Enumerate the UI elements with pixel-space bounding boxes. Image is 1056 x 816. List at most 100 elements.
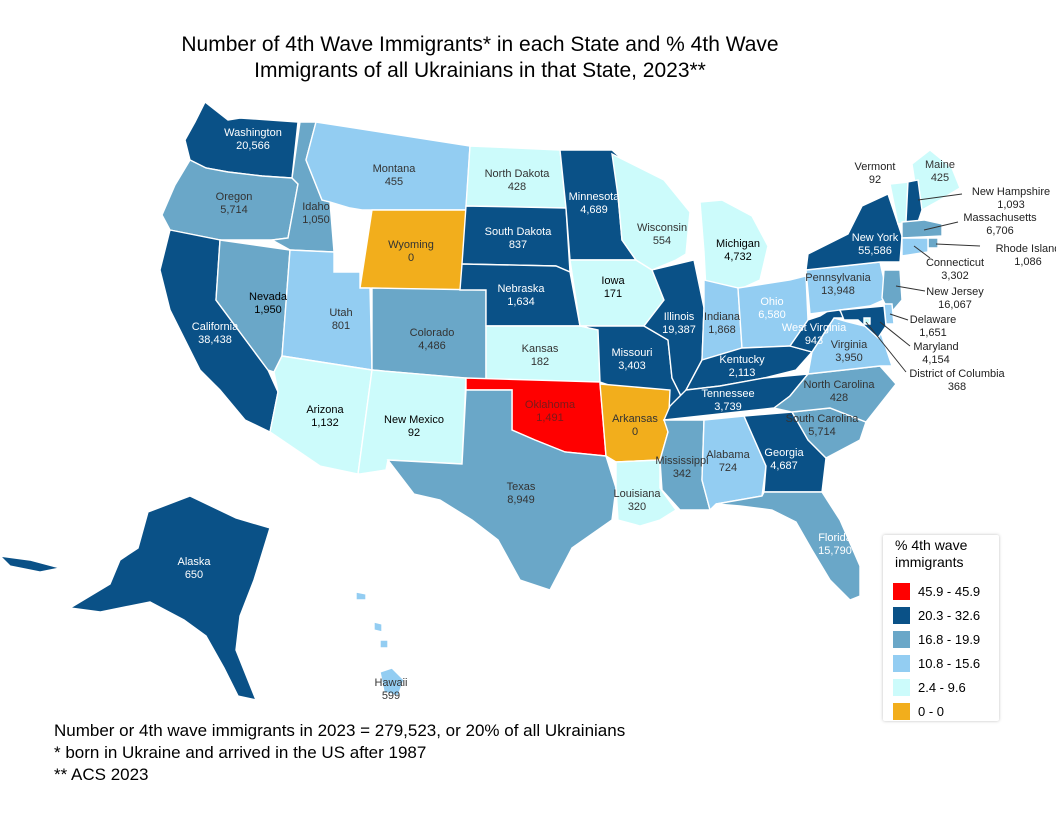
state-name-kentucky: Kentucky: [719, 354, 765, 366]
legend: % 4th wave immigrants 45.9 - 45.9 20.3 -…: [883, 535, 999, 721]
state-shape-michigan: [699, 199, 769, 291]
legend-label-4: 2.4 - 9.6: [918, 679, 966, 695]
state-value-hawaii: 599: [382, 690, 400, 702]
leader-line-connecticut: [913, 245, 931, 259]
legend-title: % 4th wave immigrants: [883, 535, 999, 571]
state-label-rhode-island: Rhode Island 1,086: [996, 243, 1056, 268]
state-value-maine: 425: [931, 172, 949, 184]
state-name-oregon: Oregon: [216, 191, 253, 203]
state-value-illinois: 19,387: [662, 324, 696, 336]
state-name-tennessee: Tennessee: [701, 388, 754, 400]
state-shape-district-of-columbia: [863, 317, 871, 325]
state-label-new-jersey: New Jersey 16,067: [926, 286, 984, 311]
state-name-new-jersey: New Jersey: [926, 286, 984, 298]
state-name-montana: Montana: [373, 163, 417, 175]
state-shape-rhode-island: [927, 237, 939, 249]
state-label-louisiana: Louisiana 320: [613, 488, 661, 513]
state-value-alaska: 650: [185, 569, 203, 581]
state-label-kentucky: Kentucky 2,113: [719, 354, 765, 379]
footnote-source: ** ACS 2023: [54, 765, 149, 784]
state-shape-texas: [386, 389, 617, 591]
state-value-utah: 801: [332, 320, 350, 332]
state-value-vermont: 92: [869, 174, 881, 186]
leader-line-new-jersey: [895, 285, 926, 292]
state-label-california: California 38,438: [192, 321, 239, 346]
state-value-south-carolina: 5,714: [808, 426, 836, 438]
state-label-washington: Washington 20,566: [224, 127, 282, 152]
state-shape-massachusetts: [901, 219, 943, 239]
legend-item-5: 0 - 0: [893, 702, 944, 720]
state-label-montana: Montana 455: [373, 163, 417, 188]
state-name-north-dakota: North Dakota: [485, 168, 551, 180]
state-value-mississippi: 342: [673, 468, 691, 480]
legend-item-3: 10.8 - 15.6: [893, 654, 980, 672]
state-shape-maryland: [839, 305, 887, 340]
state-value-north-carolina: 428: [830, 392, 848, 404]
state-name-district-of-columbia: District of Columbia: [909, 368, 1005, 380]
state-name-indiana: Indiana: [704, 311, 741, 323]
state-label-wisconsin: Wisconsin 554: [637, 222, 687, 247]
state-value-oregon: 5,714: [220, 204, 248, 216]
legend-label-0: 45.9 - 45.9: [918, 583, 981, 599]
state-label-texas: Texas 8,949: [507, 481, 536, 506]
map-title: Number of 4th Wave Immigrants* in each S…: [90, 32, 870, 84]
footnote-total: Number or 4th wave immigrants in 2023 = …: [54, 721, 626, 740]
state-label-nebraska: Nebraska 1,634: [497, 283, 545, 308]
state-label-west-virginia: West Virginia 943: [782, 322, 847, 347]
island-shape-1: [373, 621, 383, 633]
legend-item-0: 45.9 - 45.9: [893, 582, 980, 600]
state-name-virginia: Virginia: [831, 339, 868, 351]
state-label-arkansas: Arkansas 0: [612, 413, 658, 438]
state-name-ohio: Ohio: [760, 296, 783, 308]
legend-swatch-2: [893, 630, 910, 648]
state-value-michigan: 4,732: [724, 251, 752, 263]
state-shape-new-jersey: [881, 269, 903, 316]
state-value-arkansas: 0: [632, 426, 638, 438]
state-name-utah: Utah: [329, 307, 352, 319]
state-name-oklahoma: Oklahoma: [525, 399, 576, 411]
state-value-pennsylvania: 13,948: [821, 285, 855, 297]
legend-label-5: 0 - 0: [918, 703, 945, 719]
state-value-wyoming: 0: [408, 252, 414, 264]
state-name-colorado: Colorado: [410, 327, 455, 339]
state-label-district-of-columbia: District of Columbia 368: [909, 368, 1005, 393]
state-name-illinois: Illinois: [664, 311, 695, 323]
state-value-south-dakota: 837: [509, 239, 527, 251]
state-label-ohio: Ohio 6,580: [758, 296, 786, 321]
state-label-new-york: New York 55,586: [852, 232, 899, 257]
state-value-rhode-island: 1,086: [1014, 256, 1042, 268]
leader-line-delaware: [889, 313, 909, 321]
legend-swatch-1: [893, 606, 910, 624]
state-shape-florida: [715, 491, 861, 601]
legend-swatch-0: [893, 582, 910, 600]
state-value-virginia: 3,950: [835, 352, 863, 364]
state-label-florida: Florida 15,790: [818, 532, 853, 557]
state-label-delaware: Delaware 1,651: [910, 314, 956, 339]
state-name-mississippi: Mississippi: [655, 455, 708, 467]
state-value-montana: 455: [385, 176, 403, 188]
state-value-new-hampshire: 1,093: [997, 199, 1025, 211]
state-value-district-of-columbia: 368: [948, 381, 966, 393]
state-name-florida: Florida: [818, 532, 853, 544]
legend-label-3: 10.8 - 15.6: [918, 655, 981, 671]
state-value-alabama: 724: [719, 462, 737, 474]
state-name-new-york: New York: [852, 232, 899, 244]
state-name-washington: Washington: [224, 127, 282, 139]
state-value-texas: 8,949: [507, 494, 535, 506]
state-value-colorado: 4,486: [418, 340, 446, 352]
legend-swatch-4: [893, 678, 910, 696]
state-value-washington: 20,566: [236, 140, 270, 152]
state-label-nevada: Nevada 1,950: [249, 291, 288, 316]
state-label-connecticut: Connecticut 3,302: [926, 257, 984, 282]
legend-label-1: 20.3 - 32.6: [918, 607, 981, 623]
state-value-new-jersey: 16,067: [938, 299, 972, 311]
state-label-mississippi: Mississippi 342: [655, 455, 708, 480]
state-label-arizona: Arizona 1,132: [306, 404, 344, 429]
state-name-alaska: Alaska: [177, 556, 211, 568]
legend-swatch-5: [893, 702, 910, 720]
state-label-alabama: Alabama 724: [706, 449, 750, 474]
footnote-definition: * born in Ukraine and arrived in the US …: [54, 743, 427, 762]
state-name-west-virginia: West Virginia: [782, 322, 847, 334]
state-label-colorado: Colorado 4,486: [410, 327, 455, 352]
state-name-new-hampshire: New Hampshire: [972, 186, 1050, 198]
